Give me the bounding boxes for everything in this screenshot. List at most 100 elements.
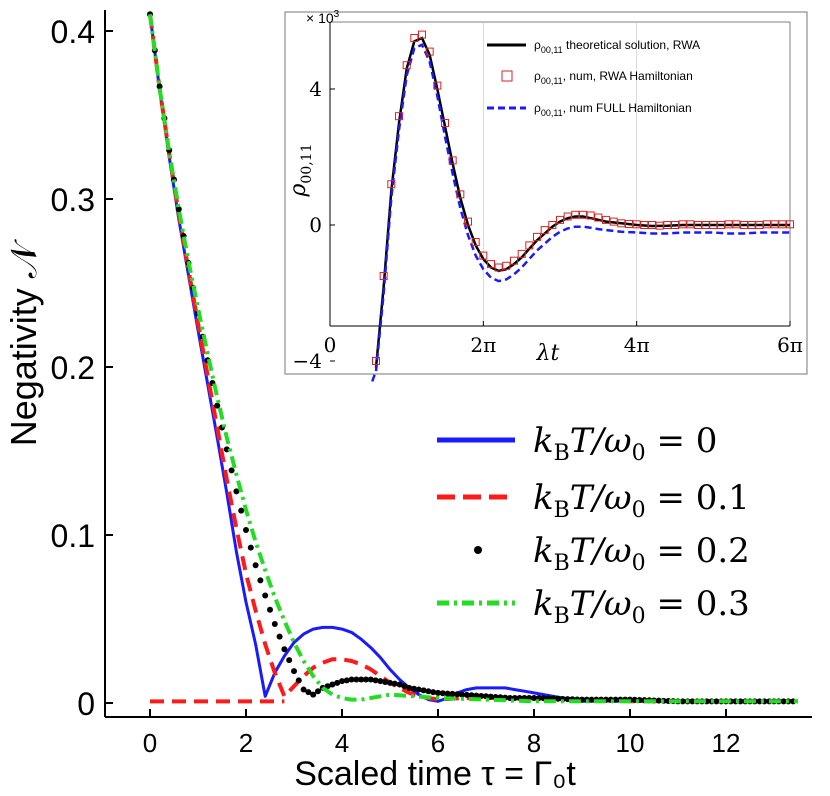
main-x-tick-label: 0 — [143, 728, 157, 758]
data-point — [717, 221, 725, 229]
inset-frame — [284, 11, 808, 375]
data-point — [334, 679, 341, 686]
data-point — [579, 210, 587, 219]
data-point — [533, 232, 541, 241]
data-point — [439, 690, 446, 697]
inset-plot: 0 2π 4π 6π−404 ρ00,11 theoretical solution,… — [284, 9, 808, 382]
data-point — [295, 677, 302, 684]
main-x-axis-label: Scaled time τ = Γ₀t — [294, 755, 576, 793]
inset-gridlines — [482, 22, 638, 326]
data-point — [517, 249, 526, 258]
inset-y-axis-label: ρ00,11 — [286, 143, 315, 197]
series-line-0 — [148, 14, 798, 703]
data-point — [363, 676, 369, 683]
data-point — [391, 680, 398, 687]
inset-x-tick-label: 4π — [624, 333, 650, 357]
data-point — [724, 220, 733, 229]
data-point — [430, 689, 437, 696]
data-point — [732, 220, 741, 229]
data-point — [324, 683, 331, 690]
data-point — [525, 241, 534, 250]
data-point — [487, 693, 494, 700]
data-point — [778, 220, 787, 229]
data-point — [257, 577, 264, 584]
data-point — [401, 683, 408, 690]
data-point — [156, 83, 163, 90]
main-series — [147, 11, 798, 705]
data-point — [315, 688, 321, 695]
data-point — [679, 698, 686, 705]
inset-x-tick-label: 2π — [470, 333, 496, 357]
main-y-tick-label: 0.4 — [51, 14, 95, 50]
data-point — [175, 206, 182, 213]
main-x-tick-label: 8 — [527, 728, 541, 758]
data-point — [329, 681, 336, 688]
data-point — [339, 678, 345, 685]
data-point — [372, 677, 379, 684]
data-point — [686, 220, 695, 229]
legend-label: kBT/ω0 = 0.3 — [533, 584, 750, 629]
data-point — [671, 221, 679, 229]
inset-ticks: 0 2π 4π 6π−404 — [293, 77, 803, 373]
data-point — [531, 694, 537, 701]
data-point — [425, 47, 434, 56]
data-point — [291, 668, 297, 675]
data-point — [233, 488, 240, 495]
data-point — [387, 679, 393, 686]
data-point — [510, 256, 518, 265]
data-point — [433, 81, 442, 90]
data-point — [709, 221, 718, 229]
main-legend: kBT/ω0 = 0 kBT/ω0 = 0.1 kBT/ω0 = 0.2 kBT/ω0… — [437, 421, 750, 629]
data-point — [377, 678, 384, 685]
data-point — [372, 357, 380, 365]
data-point — [755, 221, 764, 229]
data-point — [387, 180, 396, 189]
data-point — [602, 215, 610, 224]
data-point — [271, 621, 278, 628]
data-point — [586, 211, 595, 220]
data-point — [454, 691, 461, 698]
data-point — [770, 220, 779, 229]
main-y-tick-label: 0.3 — [51, 182, 95, 218]
data-point — [678, 220, 687, 229]
inset-series-rwa-num — [372, 30, 794, 365]
data-point — [420, 687, 427, 694]
legend-label: kBT/ω0 = 0.1 — [533, 478, 750, 523]
inset-x-tick-label: 0 — [324, 333, 337, 357]
data-point — [694, 221, 702, 229]
data-point — [252, 562, 259, 569]
inset-y-tick-label: 0 — [309, 213, 322, 237]
data-point — [632, 220, 641, 229]
data-point — [415, 686, 422, 693]
data-point — [310, 691, 317, 698]
data-point — [395, 112, 403, 121]
data-point — [247, 544, 254, 551]
main-y-axis-label: Negativity 𝒩 — [3, 238, 44, 446]
data-point — [548, 221, 557, 229]
data-point — [305, 689, 312, 696]
legend-marker — [474, 546, 482, 554]
data-point — [502, 261, 511, 270]
inset-legend-label: ρ00,11, num FULL Hamiltonian — [534, 101, 692, 118]
inset-x-axis-label: λt — [536, 341, 560, 366]
main-x-tick-label: 2 — [239, 728, 253, 758]
legend-entry: kBT/ω0 = 0 — [437, 421, 717, 466]
inset-legend-entry: ρ00,11, num, RWA Hamiltonian — [501, 69, 693, 86]
main-x-tick-label: 10 — [616, 728, 645, 758]
data-point — [382, 679, 389, 685]
main-plot: 0 0.1 0.2 0.3 0.4 0 2 4 6 8 10 12 Negativity 𝒩 Sca… — [3, 10, 812, 793]
data-point — [625, 219, 633, 228]
inset-series — [371, 30, 794, 382]
data-point — [556, 215, 564, 224]
data-point — [267, 606, 273, 613]
main-y-tick-label: 0.2 — [51, 350, 95, 386]
data-point — [555, 695, 561, 702]
main-x-tick-label: 4 — [335, 728, 349, 758]
series-line-3 — [148, 13, 798, 704]
data-point — [571, 210, 580, 219]
data-point — [740, 221, 748, 229]
data-point — [540, 226, 549, 235]
data-point — [410, 34, 419, 42]
data-point — [281, 646, 288, 653]
